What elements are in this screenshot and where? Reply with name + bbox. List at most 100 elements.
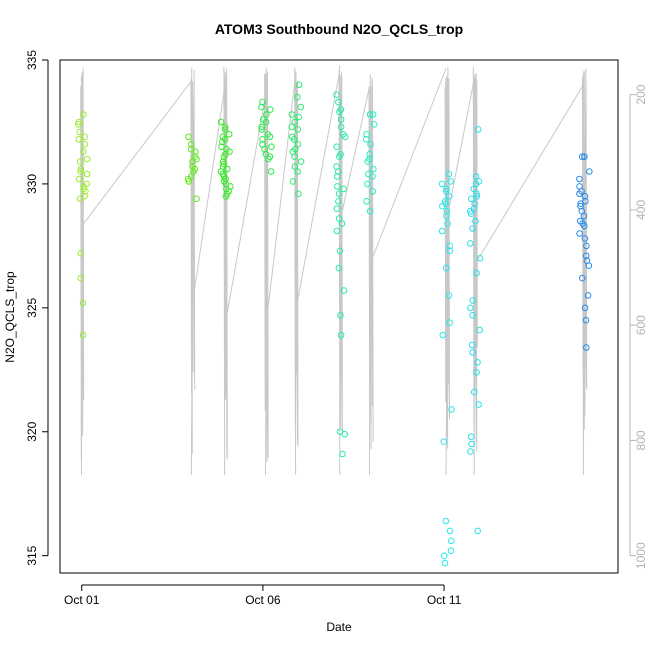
data-point — [218, 143, 225, 150]
data-point — [267, 106, 274, 113]
altitude-transit — [475, 84, 584, 263]
data-point — [442, 200, 450, 207]
data-point — [474, 126, 482, 133]
data-point — [80, 111, 87, 118]
data-point — [467, 240, 474, 247]
data-point — [336, 428, 344, 436]
data-point — [439, 331, 447, 339]
data-point — [294, 93, 301, 101]
data-point — [295, 190, 302, 198]
data-point — [467, 195, 475, 203]
data-point — [467, 304, 474, 312]
data-point — [362, 136, 370, 143]
altitude-profile — [581, 68, 588, 476]
data-point — [291, 163, 299, 170]
y-axis-label: N2O_QCLS_trop — [3, 271, 17, 363]
data-point — [474, 359, 481, 366]
data-point — [446, 319, 453, 327]
data-point — [338, 220, 346, 227]
data-point — [76, 128, 83, 136]
data-point — [289, 178, 297, 185]
x-tick-label: Oct 06 — [245, 593, 281, 607]
altitude-lines — [80, 65, 588, 476]
y-tick-label: 315 — [25, 545, 39, 565]
data-point — [467, 448, 474, 455]
y2-tick-label: 600 — [634, 315, 648, 335]
data-point — [586, 168, 593, 175]
data-point — [217, 118, 225, 126]
data-point — [445, 193, 453, 200]
data-point — [185, 178, 192, 185]
data-point — [472, 217, 479, 225]
data-point — [267, 168, 275, 175]
data-point — [443, 212, 450, 220]
data-point — [577, 200, 584, 207]
y-tick-label: 335 — [25, 50, 39, 70]
data-point — [225, 131, 233, 138]
data-point — [335, 190, 343, 198]
data-point — [219, 133, 226, 141]
data-point — [446, 242, 454, 250]
data-point — [443, 185, 450, 193]
data-point — [80, 148, 87, 155]
data-point — [581, 153, 588, 160]
data-point — [339, 131, 347, 138]
altitude-profile — [444, 66, 450, 476]
x-tick-label: Oct 01 — [64, 593, 100, 607]
data-point — [337, 331, 345, 339]
data-point — [77, 250, 85, 257]
data-point — [268, 143, 275, 150]
data-point — [581, 193, 589, 200]
data-point — [335, 98, 342, 106]
data-point — [335, 198, 342, 205]
data-point — [334, 183, 341, 190]
data-point — [363, 131, 370, 138]
data-point — [438, 227, 446, 235]
data-point — [187, 145, 195, 153]
data-point — [222, 175, 229, 183]
data-point — [473, 369, 480, 376]
data-point — [81, 133, 88, 141]
data-point — [75, 136, 83, 143]
data-point — [578, 153, 586, 160]
data-point — [583, 257, 591, 265]
data-point — [219, 158, 227, 165]
data-point — [469, 297, 477, 304]
y-tick-label: 330 — [25, 174, 39, 194]
data-point — [83, 155, 91, 163]
data-point — [445, 170, 453, 178]
data-point — [187, 141, 195, 148]
data-point — [337, 312, 344, 319]
data-point — [469, 225, 476, 232]
data-point — [191, 165, 199, 173]
data-point — [365, 170, 372, 178]
data-point — [475, 178, 483, 185]
plot-frame — [59, 59, 619, 574]
data-point — [444, 220, 451, 227]
data-point — [335, 215, 343, 222]
data-point — [579, 274, 586, 282]
data-point — [294, 126, 302, 133]
data-point — [77, 165, 85, 173]
altitude-profile — [368, 74, 374, 476]
data-point — [366, 155, 373, 163]
data-point — [366, 150, 374, 158]
data-point — [79, 299, 87, 307]
data-point — [476, 326, 484, 334]
data-point — [470, 388, 478, 396]
data-point — [473, 269, 480, 277]
data-point — [366, 207, 374, 215]
data-point — [222, 180, 230, 188]
y2-tick-label: 800 — [634, 430, 648, 450]
right-axis: 200 400 600 800 1000 — [629, 84, 648, 569]
altitude-profile — [223, 66, 228, 476]
data-point — [583, 344, 590, 351]
data-point — [75, 118, 83, 126]
altitude-transit — [226, 95, 266, 317]
data-point — [258, 126, 265, 133]
altitude-transit — [83, 80, 192, 225]
data-point — [295, 113, 303, 121]
data-point — [580, 212, 588, 220]
data-point — [223, 165, 231, 173]
data-point — [369, 188, 377, 195]
